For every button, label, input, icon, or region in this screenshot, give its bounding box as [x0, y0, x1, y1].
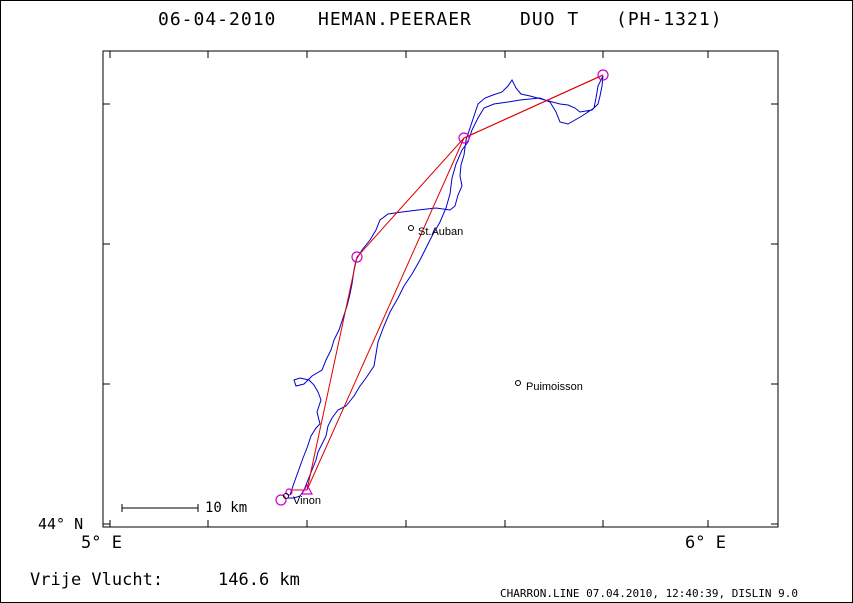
- task-lines: [290, 74, 604, 491]
- flight-distance: 146.6 km: [218, 570, 300, 590]
- plot-area-border: [102, 50, 779, 528]
- flight-date: 06-04-2010: [158, 9, 277, 30]
- flight-track: [288, 75, 604, 499]
- place-label-vinon: Vinon: [293, 495, 321, 507]
- glider-registration: (PH-1321): [616, 9, 723, 30]
- longitude-label-5e: 5° E: [81, 533, 122, 553]
- pilot-name: HEMAN.PEERAER: [318, 9, 472, 30]
- flight-type-label: Vrije Vlucht:: [30, 570, 164, 590]
- scale-bar-label: 10 km: [205, 500, 248, 516]
- finish-marker: [300, 483, 314, 495]
- longitude-label-6e: 6° E: [685, 533, 726, 553]
- credits-line: CHARRON.LINE 07.04.2010, 12:40:39, DISLI…: [500, 587, 799, 600]
- place-label-puimoisson: Puimoisson: [526, 381, 583, 393]
- glider-type: DUO T: [520, 9, 580, 30]
- turnpoint-markers: [275, 69, 609, 506]
- place-label-st-auban: St.Auban: [418, 226, 464, 238]
- turnpoint-marker: [597, 69, 609, 81]
- turnpoint-marker: [351, 251, 363, 263]
- place-marker: [283, 493, 289, 499]
- start-marker: [275, 494, 287, 506]
- turnpoint-marker: [285, 488, 293, 496]
- latitude-label: 44° N: [38, 515, 84, 533]
- place-marker: [515, 380, 521, 386]
- scale-bar: [121, 504, 199, 512]
- turnpoint-marker: [458, 132, 470, 144]
- place-marker: [408, 225, 414, 231]
- axis-ticks: [103, 51, 778, 527]
